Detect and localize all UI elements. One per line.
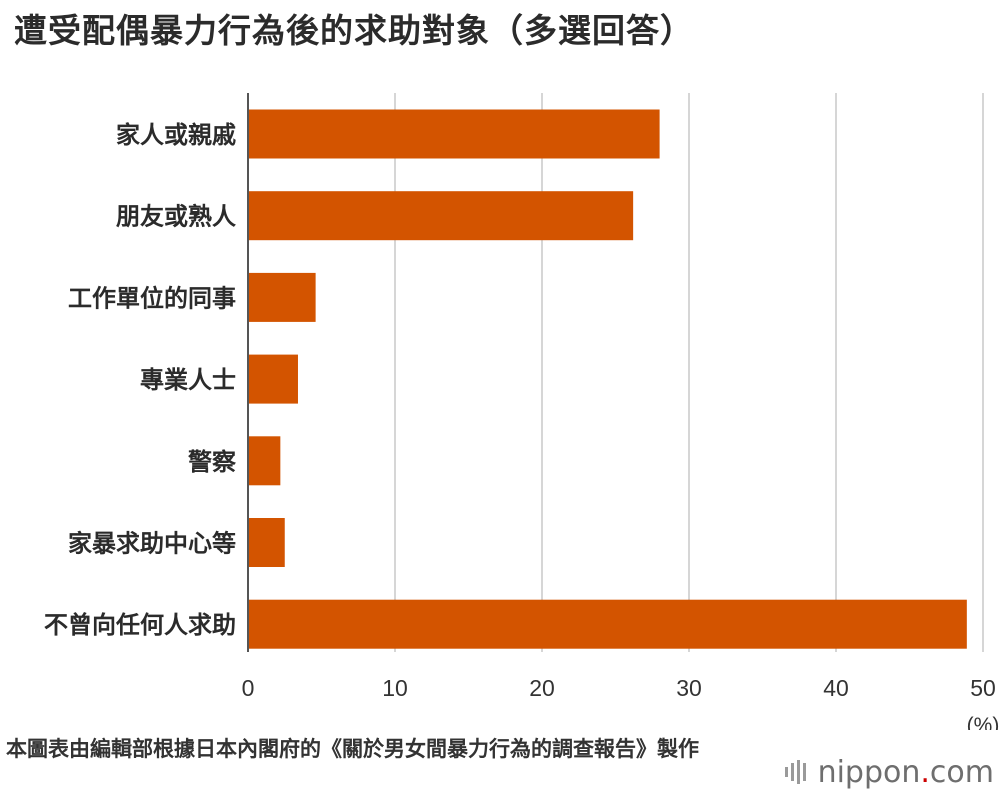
x-tick-label: 20 — [529, 675, 555, 701]
category-label: 不曾向任何人求助 — [44, 611, 236, 639]
nippon-logo: nippon. com — [784, 754, 994, 790]
x-tick-label: 40 — [823, 675, 849, 701]
x-tick-label: 50 — [970, 675, 996, 701]
category-label: 家暴求助中心等 — [68, 530, 236, 558]
category-label: 工作單位的同事 — [68, 284, 236, 312]
bar — [248, 436, 281, 486]
x-tick-label: 30 — [676, 675, 702, 701]
source-note: 本圖表由編輯部根據日本內閣府的《關於男女間暴力行為的調查報告》製作 — [6, 737, 699, 761]
logo-mark-icon — [784, 760, 806, 784]
category-label: 朋友或熟人 — [116, 203, 236, 231]
category-label: 專業人士 — [140, 366, 236, 394]
category-label: 家人或親戚 — [116, 121, 236, 149]
bar — [248, 109, 660, 159]
bar — [248, 191, 634, 241]
x-unit-label: (%) — [967, 714, 1000, 730]
x-tick-label: 0 — [242, 675, 255, 701]
x-tick-label: 10 — [382, 675, 408, 701]
bar — [248, 354, 298, 404]
bar — [248, 518, 285, 567]
logo-suffix: com — [929, 754, 994, 790]
category-label: 警察 — [187, 448, 237, 476]
bar — [248, 272, 316, 322]
logo-dot: . — [920, 754, 930, 790]
logo-text: nippon — [817, 754, 921, 790]
bar — [248, 599, 967, 649]
chart-title: 遭受配偶暴力行為後的求助對象（多選回答） — [14, 11, 694, 50]
